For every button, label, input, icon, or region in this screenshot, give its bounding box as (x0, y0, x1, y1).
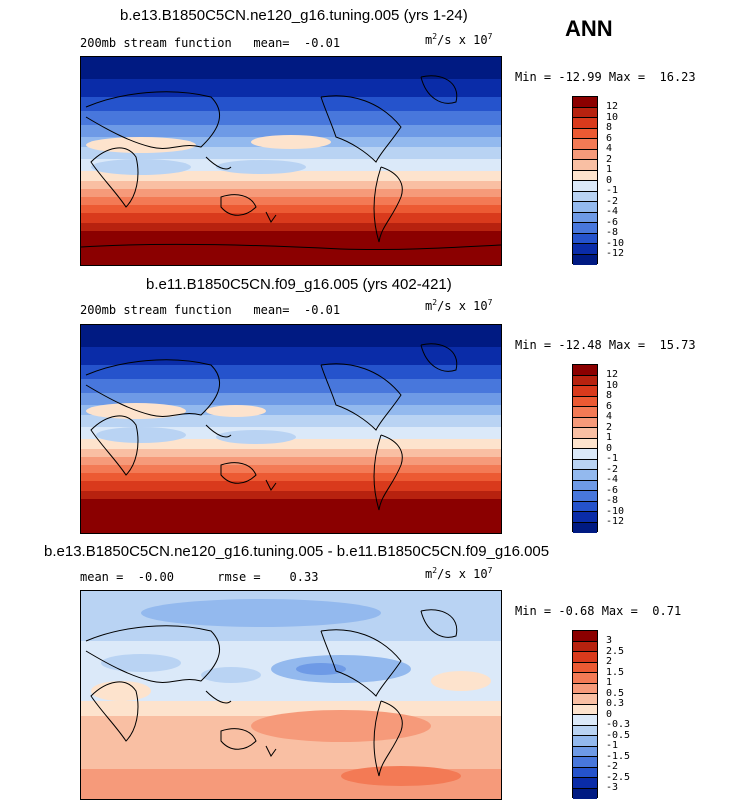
panel-2-colorbar-label: 2 (606, 421, 613, 433)
panel-2-minmax: Min = -12.48 Max = 15.73 (515, 338, 696, 352)
panel-3-colorbar-label: -3 (606, 782, 619, 793)
season-label: ANN (565, 16, 613, 41)
panel-1-colorbar-label: -12 (606, 248, 625, 259)
panel-2-colorbar-label: -10 (606, 505, 625, 517)
panel-3-colorbar-label: -1 (606, 740, 619, 751)
panel-3-colorbar-label: 1 (606, 677, 613, 688)
panel-3-colorbar-label: 0 (606, 708, 613, 720)
panel-2-subtitle: 200mb stream function mean= -0.01 (80, 303, 341, 317)
panel-2-colorbar-label: -2 (606, 463, 619, 475)
panel-1-colorbar-label: 4 (606, 143, 613, 154)
panel-2-colorbar-label: 6 (606, 400, 613, 412)
panel-3-map (80, 590, 502, 800)
panel-1-colorbar-label: -4 (606, 206, 619, 217)
panel-2-colorbar-label: -4 (606, 474, 619, 485)
panel-1-units: m2/s x 107 (425, 32, 493, 47)
panel-2-colorbar-label: -8 (606, 495, 619, 506)
panel-3-colorbar-label: 3 (606, 635, 613, 646)
panel-1-colorbar-label: -10 (606, 237, 625, 249)
panel-3-colorbar-label: -0.5 (606, 729, 631, 741)
panel-2-colorbar-label: -6 (606, 484, 619, 496)
panel-2-title: b.e11.B1850C5CN.f09_g16.005 (yrs 402-421… (146, 276, 452, 293)
panel-2-colorbar-label: 4 (606, 411, 613, 422)
panel-3-colorbar-label: 0.3 (606, 698, 625, 709)
panel-3-colorbar (572, 630, 598, 799)
panel-1-colorbar-label: 2 (606, 153, 613, 165)
panel-1-colorbar-label: -8 (606, 227, 619, 238)
panel-1-colorbar-label: 8 (606, 122, 613, 133)
panel-1-colorbar-label: -6 (606, 216, 619, 228)
panel-3-colorbar-label: 0.5 (606, 687, 625, 699)
panel-3-minmax: Min = -0.68 Max = 0.71 (515, 604, 682, 618)
panel-2-colorbar-label: 0 (606, 442, 613, 454)
panel-3-subtitle: mean = -0.00 rmse = 0.33 (80, 570, 319, 584)
panel-1-colorbar-label: 10 (606, 111, 619, 123)
panel-1-colorbar-label: -2 (606, 195, 619, 207)
panel-2-colorbar-label: 10 (606, 379, 619, 391)
panel-2-colorbar-label: 12 (606, 369, 619, 380)
panel-3-title: b.e13.B1850C5CN.ne120_g16.tuning.005 - b… (44, 543, 550, 560)
panel-1-colorbar (572, 96, 598, 265)
panel-2-colorbar-label: 1 (606, 432, 613, 443)
panel-2-colorbar-label: -12 (606, 516, 625, 527)
panel-1-subtitle: 200mb stream function mean= -0.01 (80, 36, 341, 50)
panel-1-colorbar-label: 12 (606, 101, 619, 112)
panel-1-minmax: Min = -12.99 Max = 16.23 (515, 70, 696, 84)
panel-1-title: b.e13.B1850C5CN.ne120_g16.tuning.005 (yr… (120, 7, 468, 24)
panel-1-colorbar-label: 1 (606, 164, 613, 175)
panel-3-colorbar-label: 2 (606, 656, 613, 667)
panel-2-colorbar (572, 364, 598, 533)
panel-1-colorbar-label: -1 (606, 185, 619, 196)
panel-3-colorbar-label: -2 (606, 761, 619, 772)
panel-3-colorbar-label: 1.5 (606, 666, 625, 678)
panel-1-colorbar-label: 0 (606, 174, 613, 186)
panel-1-colorbar-label: 6 (606, 132, 613, 144)
panel-3-colorbar-label: 2.5 (606, 645, 625, 657)
panel-1-map (80, 56, 502, 266)
panel-3-colorbar-label: -2.5 (606, 771, 631, 783)
panel-2-units: m2/s x 107 (425, 298, 493, 313)
panel-2-colorbar-label: -1 (606, 453, 619, 464)
panel-3-colorbar-label: -1.5 (606, 750, 631, 762)
panel-2-colorbar-label: 8 (606, 390, 613, 401)
panel-2-map (80, 324, 502, 534)
panel-3-units: m2/s x 107 (425, 566, 493, 581)
panel-3-colorbar-label: -0.3 (606, 719, 631, 730)
